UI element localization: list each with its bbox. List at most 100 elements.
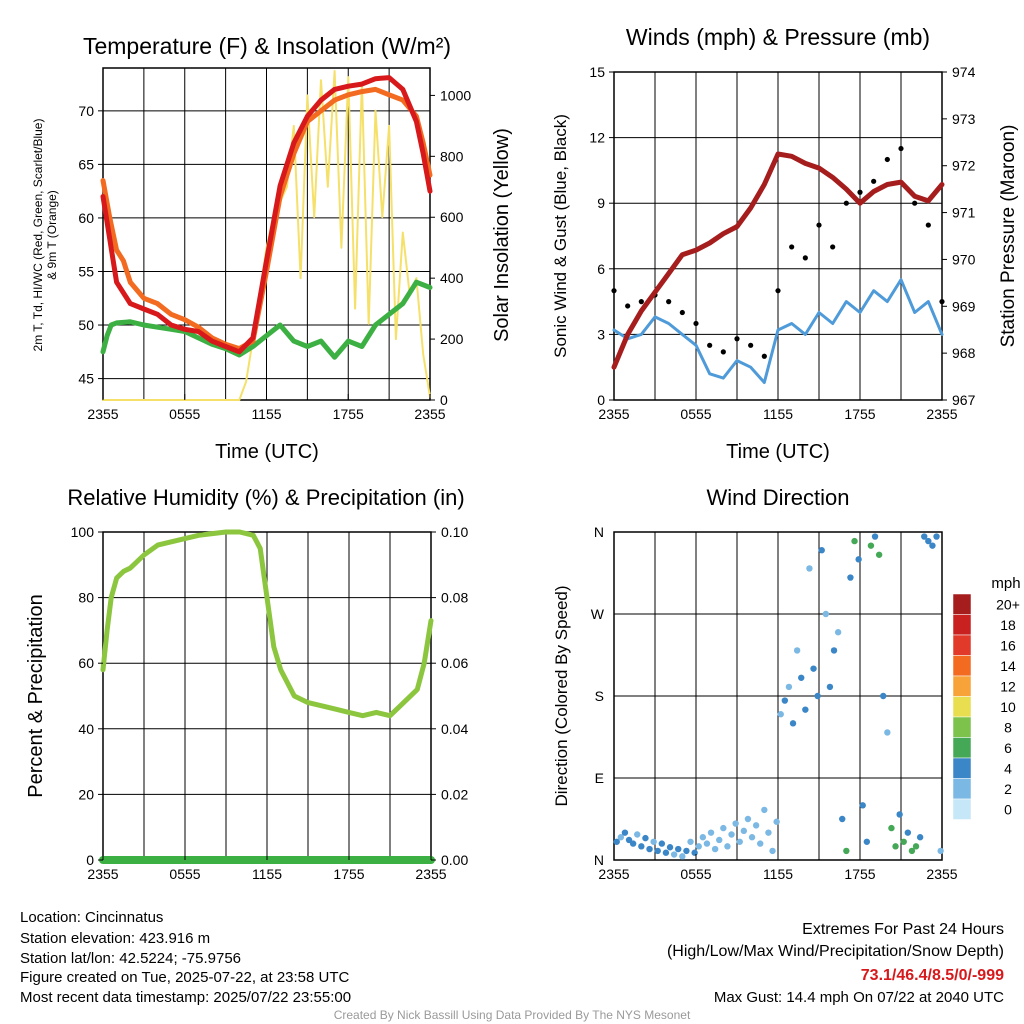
legend-swatch [952, 716, 972, 738]
info-location: Location: Cincinnatus [20, 909, 163, 926]
temp-xtick-label: 0555 [169, 406, 200, 422]
direction-point [925, 537, 932, 545]
direction-point [736, 838, 743, 845]
extremes-info: Extremes For Past 24 Hours (High/Low/Max… [667, 921, 1004, 1006]
direction-point [748, 834, 756, 841]
dir-xtick-label: 1755 [844, 866, 875, 882]
direction-point [793, 647, 801, 654]
rh-ytick-left-label: 20 [78, 786, 94, 802]
dir-xtick-label: 2355 [598, 866, 629, 882]
direction-point [933, 533, 940, 540]
wind-ytick-right-label: 967 [952, 392, 976, 408]
extremes-values: 73.1/46.4/8.5/0/-999 [861, 967, 1004, 984]
gust-point [748, 342, 754, 348]
dir-ytick-label: W [591, 606, 605, 622]
gust-point [638, 299, 644, 305]
gust-point [871, 178, 877, 184]
dir-xtick-label: 1155 [763, 866, 793, 882]
rh-xtick-label: 2355 [415, 866, 446, 882]
wind-xtick-label: 1155 [763, 406, 793, 422]
direction-point [662, 849, 670, 856]
temp-ytick-left-label: 65 [78, 156, 94, 172]
info-elevation: Station elevation: 423.916 m [20, 930, 210, 947]
wind-xtick-label: 2355 [926, 406, 957, 422]
direction-point [634, 831, 641, 838]
wind-series [611, 145, 945, 384]
direction-point [707, 829, 715, 836]
wind-grid [614, 71, 942, 401]
temp-xtick-label: 2355 [414, 406, 445, 422]
rh-ytick-left-label: 0 [86, 852, 94, 868]
gust-point [693, 320, 699, 327]
temp-ytick-right-label: 200 [440, 331, 464, 347]
direction-point [834, 629, 842, 636]
wind-xtick-label: 0555 [680, 406, 711, 422]
temp-series [100, 70, 433, 401]
gust-point [789, 244, 795, 250]
dir-ytick-label: N [594, 524, 604, 540]
two-meter-temp-line [100, 75, 433, 355]
direction-point [638, 843, 645, 850]
direction-point [740, 827, 748, 835]
temp-ytick-left-label: 70 [78, 103, 94, 119]
wind-xtick-label: 1755 [844, 406, 875, 422]
direction-point [617, 834, 625, 841]
temp-ytick-left-label: 60 [78, 210, 94, 226]
legend-swatch [952, 798, 972, 820]
dir-xtick-label: 2355 [926, 866, 957, 882]
gust-point [898, 145, 904, 152]
wind-ytick-left-label: 0 [597, 392, 605, 408]
rh-axes: 0 20 40 60 80 100 0.00 0.02 0.04 0.06 0.08 0.10 2355… [71, 524, 469, 882]
dir-title: Wind Direction [706, 485, 849, 510]
temp-ytick-right-label: 800 [440, 148, 464, 164]
gust-point [611, 288, 617, 294]
gust-point [939, 299, 945, 305]
direction-point [752, 822, 760, 829]
direction-point [859, 802, 866, 809]
wind-ytick-left-label: 9 [597, 195, 605, 211]
direction-point [826, 683, 834, 691]
legend-swatch [952, 655, 972, 677]
dir-grid [614, 531, 942, 861]
direction-point [687, 838, 694, 845]
wind-ytick-right-label: 971 [952, 205, 976, 221]
info-recent: Most recent data timestamp: 2025/07/22 2… [20, 989, 351, 1006]
temp-xtick-label: 2355 [87, 406, 118, 422]
direction-point [900, 838, 907, 845]
direction-point [724, 843, 731, 850]
rh-xtick-label: 2355 [87, 866, 118, 882]
wind-ytick-left-label: 12 [589, 130, 605, 146]
gust-point [761, 353, 767, 359]
direction-point [773, 818, 780, 825]
rh-ytick-left-label: 100 [71, 524, 95, 540]
legend-label: 6 [1004, 740, 1012, 756]
rh-ylabel-left: Percent & Precipitation [25, 594, 47, 797]
direction-point [666, 844, 674, 851]
wind-ytick-right-label: 968 [952, 345, 976, 361]
temp-xlabel: Time (UTC) [215, 441, 319, 463]
direction-point [699, 834, 707, 841]
temp-ylabel-right: Solar Insolation (Yellow) [491, 128, 513, 342]
direction-point [789, 720, 797, 727]
dir-legend-title: mph [991, 575, 1020, 592]
direction-point [625, 836, 633, 844]
rh-ytick-right-label: 0.04 [441, 721, 468, 737]
direction-point [880, 692, 887, 700]
station-pressure-line [611, 151, 945, 370]
wind-ytick-right-label: 969 [952, 298, 976, 314]
info-created: Figure created on Tue, 2025-07-22, at 23… [20, 969, 350, 986]
temp-ytick-right-label: 600 [440, 209, 464, 225]
direction-point [658, 840, 666, 847]
rh-ytick-left-label: 40 [78, 721, 94, 737]
wind-ytick-right-label: 970 [952, 251, 976, 267]
direction-point [679, 853, 686, 860]
direction-point [839, 815, 846, 823]
direction-point [642, 834, 649, 842]
wind-panel: Winds (mph) & Pressure (mb) 0 3 6 9 12 15 967 9… [551, 24, 1019, 463]
direction-point [937, 847, 944, 855]
gust-point [843, 200, 849, 206]
direction-point [802, 706, 809, 713]
direction-point [847, 574, 854, 581]
direction-point [855, 556, 862, 563]
direction-point [888, 824, 895, 832]
